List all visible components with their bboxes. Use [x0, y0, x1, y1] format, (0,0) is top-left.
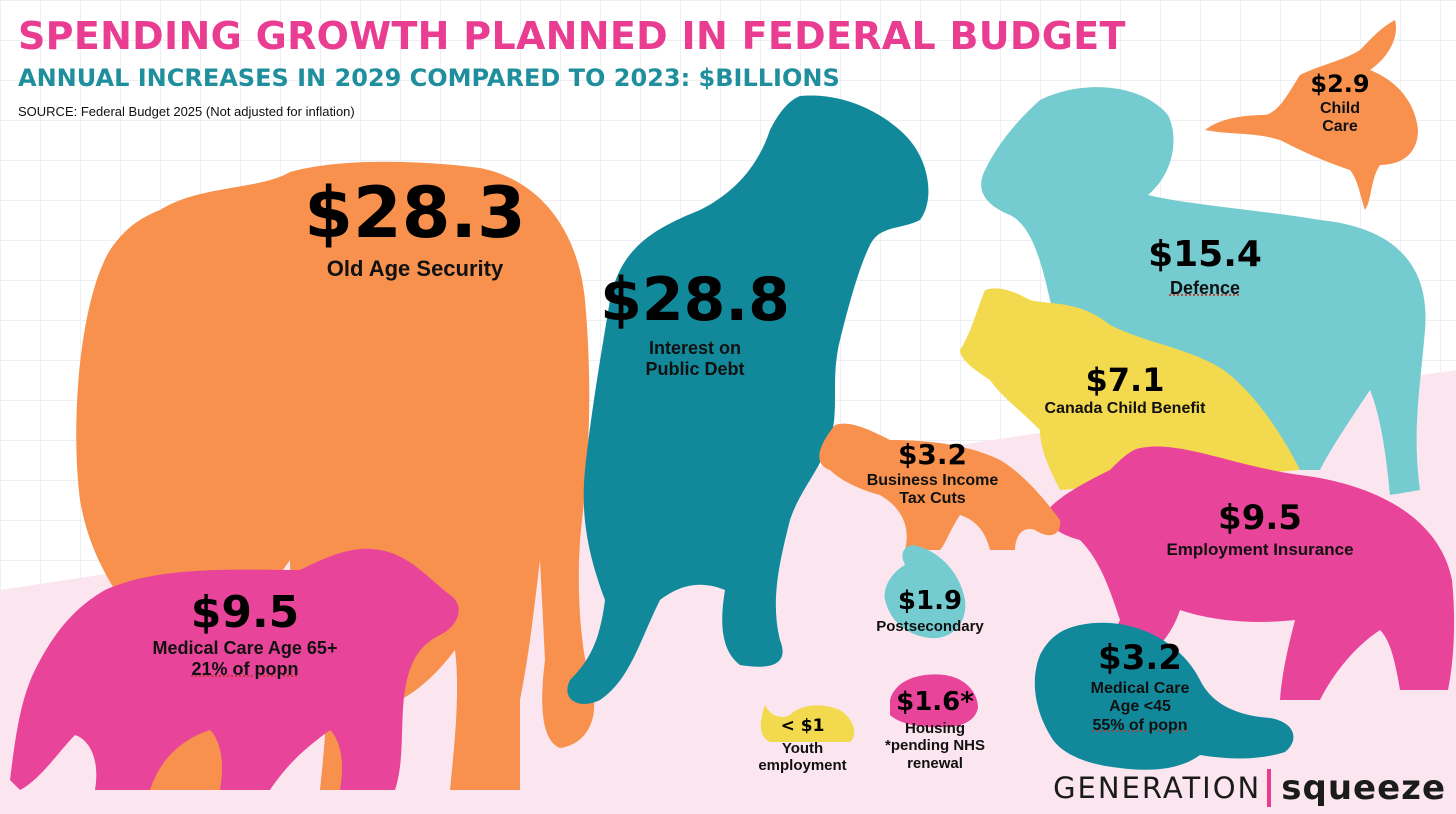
caption-1: Medical Care Age 65+: [152, 638, 338, 658]
snail-silhouette: [760, 705, 855, 742]
caption-1: Business Income: [866, 472, 999, 489]
caption: Defence: [1169, 278, 1241, 298]
t-rex-silhouette: [567, 95, 929, 704]
caption-1: Youth: [781, 740, 824, 757]
value: $2.9: [1310, 70, 1370, 98]
squirrel-silhouette: [884, 545, 966, 639]
caption-2: *pending NHS: [885, 737, 985, 755]
label-canada-child-benefit: $7.1 Canada Child Benefit: [1020, 360, 1230, 418]
caption-2: Age <45: [1109, 698, 1171, 716]
caption-2: Care: [1322, 118, 1358, 136]
hedgehog-silhouette: [890, 674, 978, 728]
logo-divider: [1267, 769, 1272, 807]
caption: Postsecondary: [876, 618, 984, 635]
source-note: SOURCE: Federal Budget 2025 (Not adjuste…: [18, 104, 355, 119]
generation-squeeze-logo: GENERATION squeeze: [1053, 768, 1446, 808]
logo-text-squeeze: squeeze: [1281, 768, 1446, 808]
value: $28.8: [600, 265, 790, 335]
value: $9.5: [1218, 498, 1302, 538]
caption: Canada Child Benefit: [1044, 400, 1206, 417]
wolf-silhouette: [960, 288, 1300, 490]
caption-1: Housing: [905, 720, 965, 737]
caption: Employment Insurance: [1166, 540, 1354, 559]
bear-silhouette-med65: [10, 548, 459, 790]
value: $15.4: [1148, 234, 1262, 275]
label-medical-care-under-45: $3.2 Medical Care Age <45 55% of popn: [1070, 636, 1210, 735]
logo-text-generation: GENERATION: [1053, 771, 1262, 805]
caption-1: Child: [1320, 100, 1360, 117]
label-old-age-security: $28.3 Old Age Security: [300, 170, 530, 281]
value: $1.9: [897, 586, 963, 616]
label-interest-public-debt: $28.8 Interest on Public Debt: [595, 262, 795, 379]
value: $7.1: [1085, 361, 1165, 399]
beaver-silhouette: [1034, 622, 1294, 770]
caption-3: renewal: [907, 754, 963, 772]
label-business-income-tax-cuts: $3.2 Business Income Tax Cuts: [850, 438, 1015, 509]
caption-2: 21% of popn: [191, 658, 299, 679]
label-employment-insurance: $9.5 Employment Insurance: [1150, 496, 1370, 560]
label-defence: $15.4 Defence: [1130, 232, 1280, 299]
caption-1: Interest on: [648, 338, 741, 358]
ram-silhouette: [981, 87, 1426, 495]
value: $3.2: [1098, 638, 1182, 678]
value: $1.6*: [896, 687, 974, 717]
caption-2: Public Debt: [645, 358, 745, 379]
caption-1: Medical Care: [1090, 680, 1190, 697]
caption-3: 55% of popn: [1092, 716, 1188, 734]
label-housing: $1.6* Housing *pending NHS renewal: [870, 684, 1000, 772]
fox-silhouette: [819, 423, 1061, 550]
label-child-care: $2.9 Child Care: [1295, 68, 1385, 137]
bird-silhouette: [1205, 20, 1418, 210]
label-postsecondary: $1.9 Postsecondary: [860, 584, 1000, 635]
page-subtitle: ANNUAL INCREASES IN 2029 COMPARED TO 202…: [18, 64, 840, 92]
page-title: SPENDING GROWTH PLANNED IN FEDERAL BUDGE…: [18, 14, 1126, 58]
label-medical-care-65: $9.5 Medical Care Age 65+ 21% of popn: [120, 588, 370, 679]
caption-2: employment: [758, 757, 847, 775]
value: $3.2: [897, 438, 968, 471]
value: $9.5: [190, 587, 300, 638]
caption-2: Tax Cuts: [899, 490, 966, 508]
value: < $1: [780, 716, 825, 736]
label-youth-employment: < $1 Youth employment: [745, 712, 860, 775]
value: $28.3: [304, 172, 526, 254]
caption: Old Age Security: [326, 256, 504, 281]
